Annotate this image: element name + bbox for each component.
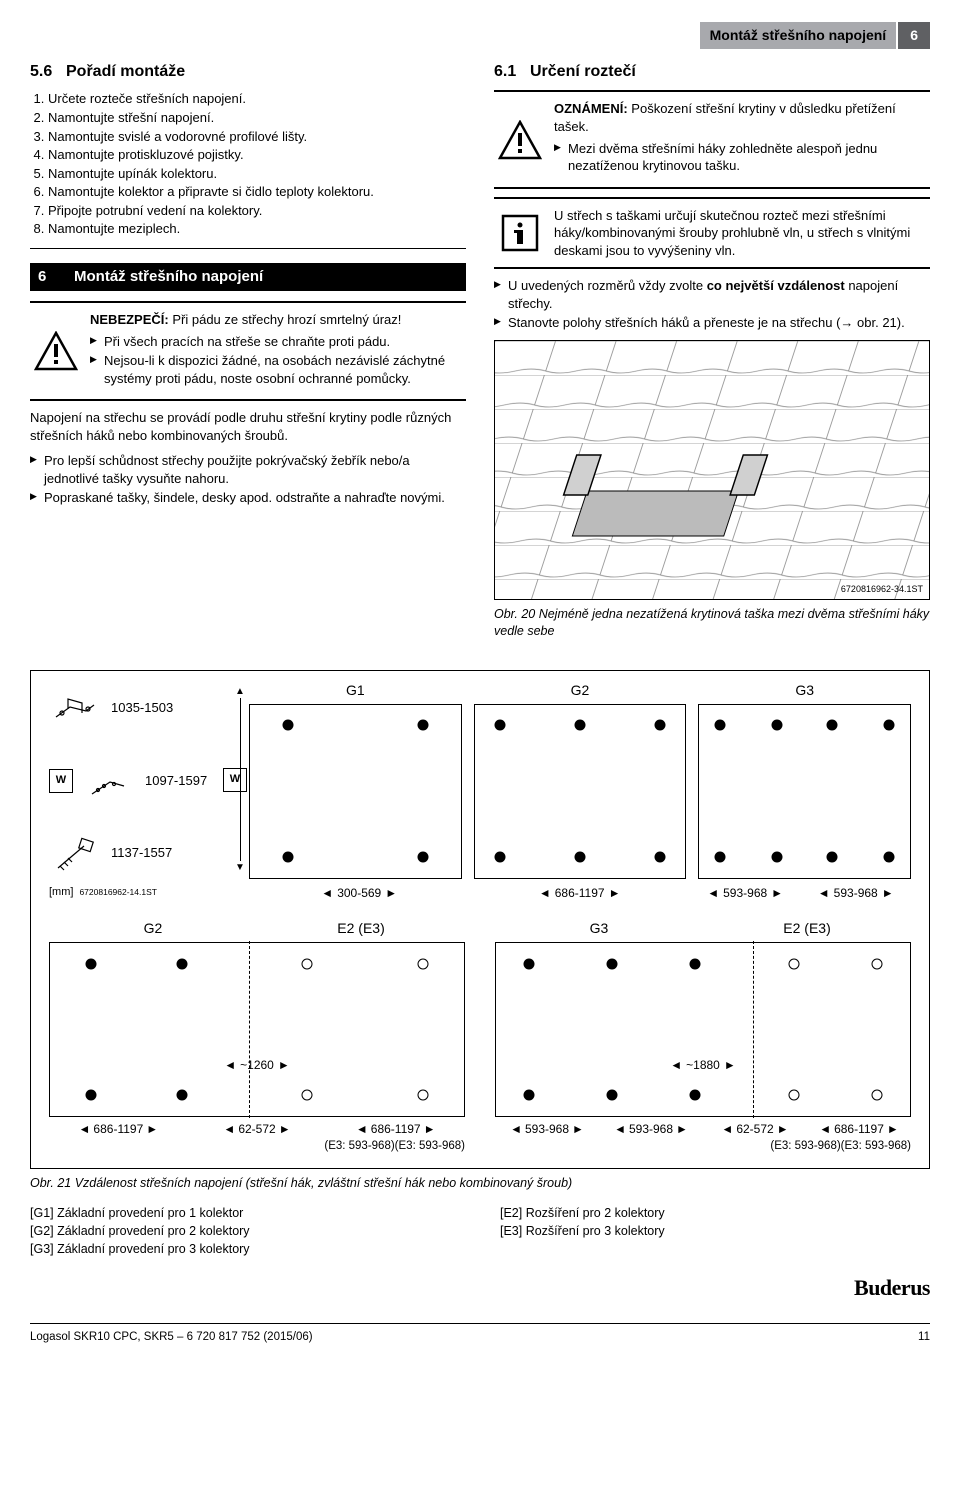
dimension-value: 62-572 bbox=[736, 1121, 773, 1137]
dimension-value: 1137-1557 bbox=[111, 844, 172, 862]
legend-item: [G2] Základní provedení pro 2 kolektory bbox=[30, 1223, 460, 1240]
step-item: Namontujte upínák kolektoru. bbox=[48, 165, 466, 183]
dimension-value: 686-1197 bbox=[371, 1121, 421, 1137]
panel-label: E2 (E3) bbox=[703, 919, 911, 938]
list-item: Mezi dvěma střešními háky zohledněte ale… bbox=[554, 140, 928, 175]
unit-label: [mm] bbox=[49, 885, 73, 900]
legend-item: [G3] Základní provedení pro 3 kolektory bbox=[30, 1241, 460, 1258]
list-item: Popraskané tašky, šindele, desky apod. o… bbox=[30, 489, 466, 507]
footer-doc-id: Logasol SKR10 CPC, SKR5 – 6 720 817 752 … bbox=[30, 1330, 313, 1346]
panel-label: G3 bbox=[495, 919, 703, 938]
dimension-value: 686-1197 bbox=[93, 1121, 143, 1137]
bracket-icon bbox=[83, 759, 135, 803]
step-item: Připojte potrubní vedení na kolektory. bbox=[48, 202, 466, 220]
legend-item: [G1] Základní provedení pro 1 kolektor bbox=[30, 1205, 460, 1222]
dimension-value: 593-968 bbox=[723, 885, 767, 901]
dimension-value: 593-968 bbox=[525, 1121, 569, 1137]
dimension-value: 686-1197 bbox=[834, 1121, 884, 1137]
bracket-icon bbox=[49, 686, 101, 730]
dimension-value: 1097-1597 bbox=[145, 772, 207, 790]
panel-label: G2 bbox=[49, 919, 257, 938]
panel-label: G2 bbox=[474, 681, 687, 700]
dimension-note: (E3: 593-968)(E3: 593-968) bbox=[495, 1139, 911, 1155]
bullet-list: Pro lepší schůdnost střechy použijte pok… bbox=[30, 452, 466, 507]
list-item: Stanovte polohy střešních háků a přenest… bbox=[494, 314, 930, 332]
dimension-value: 300-569 bbox=[337, 885, 381, 901]
bullet-list: U uvedených rozměrů vždy zvolte co nejvě… bbox=[494, 277, 930, 332]
list-item: Pro lepší schůdnost střechy použijte pok… bbox=[30, 452, 466, 487]
footer-page-num: 11 bbox=[918, 1330, 930, 1346]
step-item: Určete rozteče střešních napojení. bbox=[48, 90, 466, 108]
legend-item: [E2] Rozšíření pro 2 kolektory bbox=[500, 1205, 930, 1222]
figure-21: 1035-1503 W 1097-1597 1137-1557 G1W▲▼G2G… bbox=[30, 670, 930, 1170]
legend: [G1] Základní provedení pro 1 kolektor[G… bbox=[30, 1204, 930, 1259]
dimension-value: 62-572 bbox=[238, 1121, 275, 1137]
list-item: U uvedených rozměrů vždy zvolte co nejvě… bbox=[494, 277, 930, 312]
step-item: Namontujte kolektor a připravte si čidlo… bbox=[48, 183, 466, 201]
section-6-bar: 6Montáž střešního napojení bbox=[30, 263, 466, 291]
w-box: W bbox=[49, 769, 73, 793]
panel-label: G1 bbox=[249, 681, 462, 700]
figure-20: 6720816962-34.1ST bbox=[494, 340, 930, 600]
steps-list: Určete rozteče střešních napojení.Namont… bbox=[30, 90, 466, 237]
header-title: Montáž střešního napojení bbox=[700, 22, 897, 49]
panel-diagram: ◄~1880► bbox=[495, 942, 911, 1117]
paragraph: Napojení na střechu se provádí podle dru… bbox=[30, 409, 466, 444]
panel-label: E2 (E3) bbox=[257, 919, 465, 938]
figure-id: 6720816962-34.1ST bbox=[841, 583, 923, 595]
figure-id: 6720816962-14.1ST bbox=[79, 887, 157, 898]
section-6-1-heading: 6.1Určení roztečí bbox=[494, 61, 930, 83]
panel-diagram bbox=[474, 704, 687, 879]
panel-diagram bbox=[249, 704, 462, 879]
dimension-value: 593-968 bbox=[629, 1121, 673, 1137]
dimension-value: 1035-1503 bbox=[111, 699, 173, 717]
legend-item: [E3] Rozšíření pro 3 kolektory bbox=[500, 1223, 930, 1240]
step-item: Namontujte meziplech. bbox=[48, 220, 466, 238]
warning-icon bbox=[32, 311, 80, 391]
panel-diagram: ◄~1260► bbox=[49, 942, 465, 1117]
step-item: Namontujte střešní napojení. bbox=[48, 109, 466, 127]
figure-21-caption: Obr. 21 Vzdálenost střešních napojení (s… bbox=[30, 1175, 930, 1192]
dimension-value: ~1260 bbox=[240, 1057, 274, 1073]
info-icon bbox=[496, 207, 544, 260]
step-item: Namontujte protiskluzové pojistky. bbox=[48, 146, 466, 164]
info-box: U střech s taškami určují skutečnou rozt… bbox=[494, 197, 930, 270]
screw-icon bbox=[49, 831, 101, 875]
dimension-value: 686-1197 bbox=[555, 885, 605, 901]
panel-label: G3 bbox=[698, 681, 911, 700]
list-item: Při všech pracích na střeše se chraňte p… bbox=[90, 333, 464, 351]
figure-20-caption: Obr. 20 Nejméně jedna nezatížená krytino… bbox=[494, 606, 930, 640]
section-5-6-heading: 5.6Pořadí montáže bbox=[30, 61, 466, 83]
dimension-value: 593-968 bbox=[834, 885, 878, 901]
warning-icon bbox=[496, 100, 544, 178]
dimension-note: (E3: 593-968)(E3: 593-968) bbox=[49, 1139, 465, 1155]
list-item: Nejsou-li k dispozici žádné, na osobách … bbox=[90, 352, 464, 387]
panel-diagram bbox=[698, 704, 911, 879]
dimension-value: ~1880 bbox=[686, 1057, 720, 1073]
notice-box: OZNÁMENÍ: Poškození střešní krytiny v dů… bbox=[494, 90, 930, 188]
step-item: Namontujte svislé a vodorovné profilové … bbox=[48, 128, 466, 146]
header-chapter-num: 6 bbox=[898, 22, 930, 49]
brand-logo: Buderus bbox=[854, 1275, 930, 1300]
danger-notice: NEBEZPEČÍ: Při pádu ze střechy hrozí smr… bbox=[30, 301, 466, 401]
